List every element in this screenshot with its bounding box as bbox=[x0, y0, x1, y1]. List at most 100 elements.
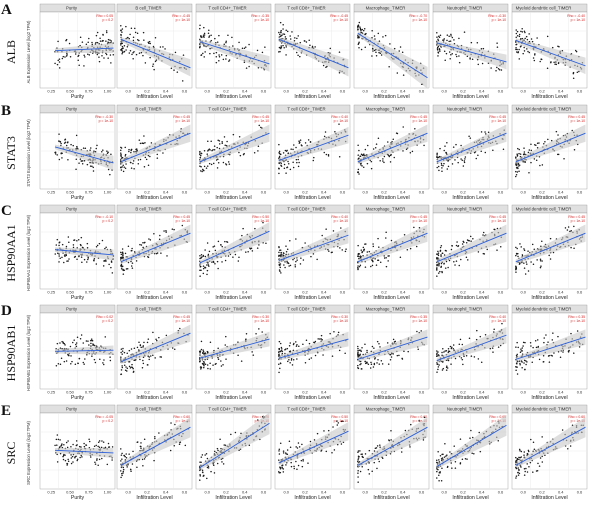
data-point bbox=[135, 148, 137, 151]
data-point bbox=[202, 265, 205, 267]
data-point bbox=[530, 261, 532, 263]
data-point bbox=[458, 343, 461, 346]
data-point bbox=[389, 43, 391, 45]
x-tick-label: 0.0 bbox=[362, 390, 368, 395]
data-point bbox=[436, 267, 438, 269]
stat-rho: Rho = 0.45 bbox=[568, 115, 585, 119]
data-point bbox=[444, 350, 446, 352]
data-point bbox=[460, 357, 463, 359]
x-tick-label: 0.25 bbox=[47, 490, 56, 495]
data-point bbox=[91, 355, 93, 357]
data-point bbox=[120, 49, 122, 51]
data-point bbox=[436, 459, 438, 461]
panel-title: T cell CD8+_TIMER bbox=[287, 307, 325, 312]
data-point bbox=[200, 257, 202, 259]
panel-title: Myeloid dendritic cell_TIMER bbox=[516, 107, 572, 112]
x-tick-label: 0.6 bbox=[498, 390, 504, 395]
x-tick-label: 0.0 bbox=[125, 89, 131, 94]
data-point bbox=[519, 351, 522, 354]
data-point bbox=[550, 354, 552, 357]
stat-p: p = 1e-10 bbox=[255, 119, 270, 123]
data-point bbox=[300, 257, 302, 259]
data-point bbox=[436, 31, 438, 34]
x-axis-label: Infiltration Level bbox=[531, 295, 567, 301]
data-point bbox=[515, 477, 517, 479]
data-point bbox=[299, 139, 302, 141]
data-point bbox=[78, 162, 80, 164]
data-point bbox=[206, 273, 208, 276]
data-point bbox=[63, 443, 65, 446]
data-point bbox=[122, 466, 125, 469]
data-point bbox=[96, 53, 99, 56]
data-point bbox=[295, 51, 298, 54]
x-axis-label: Infiltration Level bbox=[531, 94, 567, 100]
data-point bbox=[416, 330, 418, 333]
data-point bbox=[104, 259, 107, 261]
data-point bbox=[357, 255, 359, 257]
data-point bbox=[451, 163, 454, 165]
data-point bbox=[325, 66, 327, 68]
data-point bbox=[570, 332, 572, 335]
data-point bbox=[557, 134, 559, 136]
x-tick-label: 0.6 bbox=[419, 89, 425, 94]
x-tick-label: 0.0 bbox=[125, 490, 131, 495]
data-point bbox=[286, 347, 289, 350]
data-point bbox=[281, 352, 284, 355]
data-point bbox=[363, 248, 366, 250]
panel-title: Neutrophil_TIMER bbox=[447, 107, 482, 112]
stat-rho: Rho = -0.35 bbox=[251, 14, 269, 18]
data-point bbox=[517, 471, 519, 474]
panel-header bbox=[39, 3, 116, 13]
data-point bbox=[93, 344, 96, 347]
data-point bbox=[439, 246, 442, 249]
data-point bbox=[338, 155, 341, 158]
data-point bbox=[518, 48, 520, 51]
data-point bbox=[199, 361, 201, 363]
data-point bbox=[68, 241, 70, 243]
data-point bbox=[199, 150, 201, 153]
data-point bbox=[375, 264, 378, 266]
data-point bbox=[140, 346, 142, 349]
data-point bbox=[290, 465, 293, 468]
data-point bbox=[122, 470, 125, 473]
x-axis-label: Purity bbox=[71, 495, 85, 501]
data-point bbox=[515, 167, 518, 169]
data-point bbox=[561, 429, 564, 431]
y-axis-label: HSP90AA1 Expression Level (log2 TPM) bbox=[26, 214, 31, 291]
data-point bbox=[297, 54, 299, 56]
data-point bbox=[280, 165, 283, 167]
data-point bbox=[128, 52, 131, 54]
x-tick-label: 1.00 bbox=[104, 290, 113, 295]
data-point bbox=[518, 468, 520, 471]
data-point bbox=[522, 341, 525, 344]
data-point bbox=[463, 161, 466, 164]
data-point bbox=[295, 146, 297, 149]
x-axis-label: Purity bbox=[71, 94, 85, 100]
data-point bbox=[120, 157, 123, 159]
data-point bbox=[457, 161, 459, 164]
data-point bbox=[515, 246, 517, 249]
data-point bbox=[450, 347, 453, 350]
data-point bbox=[385, 256, 387, 259]
data-point bbox=[378, 246, 380, 248]
data-point bbox=[212, 364, 214, 366]
data-point bbox=[200, 165, 202, 168]
data-point bbox=[521, 347, 524, 349]
data-point bbox=[107, 168, 110, 171]
data-point bbox=[284, 149, 287, 152]
data-point bbox=[388, 155, 391, 158]
data-point bbox=[133, 168, 135, 170]
data-point bbox=[206, 269, 209, 272]
data-point bbox=[541, 436, 543, 438]
data-point bbox=[230, 433, 232, 436]
data-point bbox=[342, 420, 344, 422]
data-point bbox=[451, 245, 454, 247]
data-point bbox=[387, 260, 389, 262]
data-point bbox=[103, 363, 105, 366]
data-point bbox=[160, 252, 162, 254]
data-point bbox=[525, 467, 527, 470]
y-axis-label: STAT3 Expression Level (log2 TPM) bbox=[26, 119, 31, 187]
